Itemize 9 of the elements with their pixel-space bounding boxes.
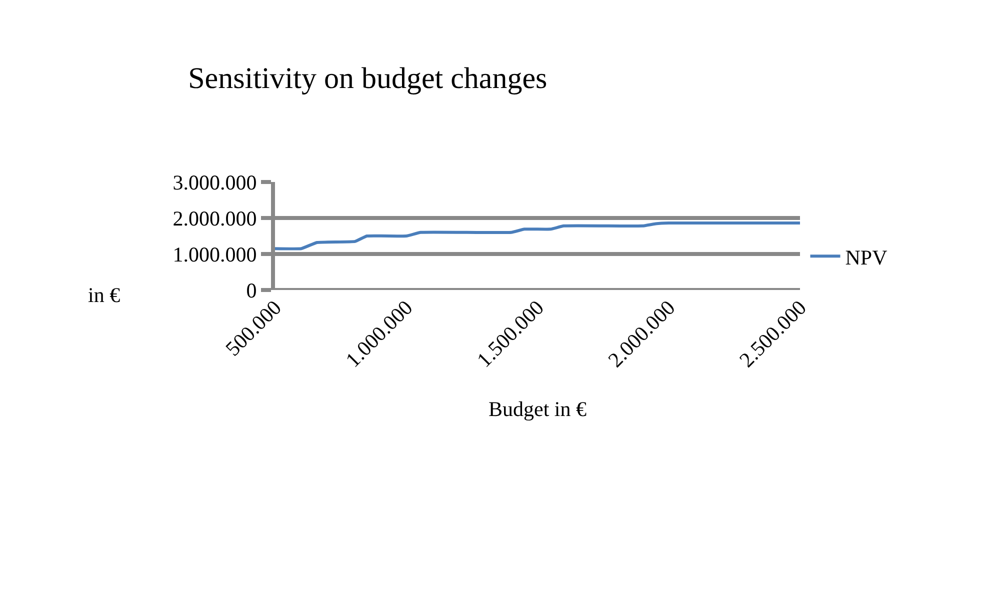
y-axis-title: in € <box>88 283 121 307</box>
y-tick-label: 0 <box>246 278 257 302</box>
legend-label: NPV <box>845 245 888 270</box>
y-tick-label: 1.000.000 <box>172 242 257 266</box>
x-axis-title: Budget in € <box>488 397 587 422</box>
y-tick-label: 2.000.000 <box>172 206 257 230</box>
chart-title: Sensitivity on budget changes <box>188 62 548 96</box>
y-tick-label: 3.000.000 <box>172 170 257 194</box>
line-series <box>275 221 800 250</box>
